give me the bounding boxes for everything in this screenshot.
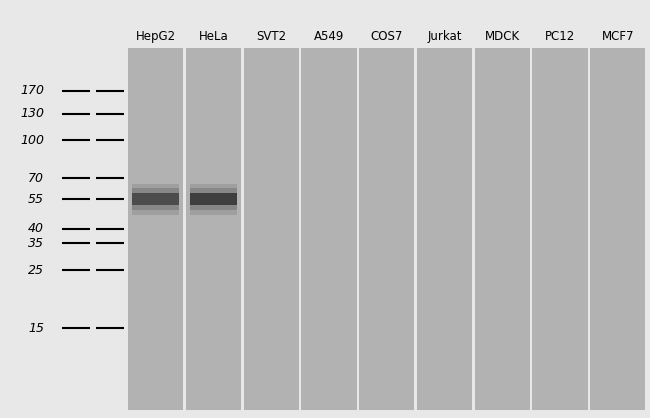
Bar	[590, 48, 645, 410]
Text: 130: 130	[20, 107, 44, 120]
Bar	[359, 48, 414, 410]
Text: HeLa: HeLa	[198, 30, 228, 43]
Bar	[190, 193, 237, 206]
Text: Jurkat: Jurkat	[427, 30, 462, 43]
Text: 100: 100	[20, 134, 44, 147]
Text: 170: 170	[20, 84, 44, 97]
Bar	[132, 193, 179, 206]
Bar	[186, 48, 241, 410]
Text: 55: 55	[28, 193, 44, 206]
Text: MCF7: MCF7	[602, 30, 634, 43]
Bar	[417, 48, 472, 410]
Bar	[128, 48, 183, 410]
Text: PC12: PC12	[545, 30, 575, 43]
Text: A549: A549	[314, 30, 344, 43]
Bar	[132, 184, 179, 215]
Bar	[190, 188, 237, 211]
Text: 40: 40	[28, 222, 44, 235]
Text: HepG2: HepG2	[136, 30, 176, 43]
Text: SVT2: SVT2	[256, 30, 286, 43]
Bar	[132, 188, 179, 211]
Text: MDCK: MDCK	[485, 30, 520, 43]
Bar	[302, 48, 357, 410]
Bar	[190, 184, 237, 215]
Bar	[244, 48, 299, 410]
Text: 15: 15	[28, 322, 44, 335]
Bar	[474, 48, 530, 410]
Text: 25: 25	[28, 264, 44, 277]
Text: 35: 35	[28, 237, 44, 250]
Bar	[532, 48, 588, 410]
Text: 70: 70	[28, 172, 44, 185]
Text: COS7: COS7	[370, 30, 403, 43]
